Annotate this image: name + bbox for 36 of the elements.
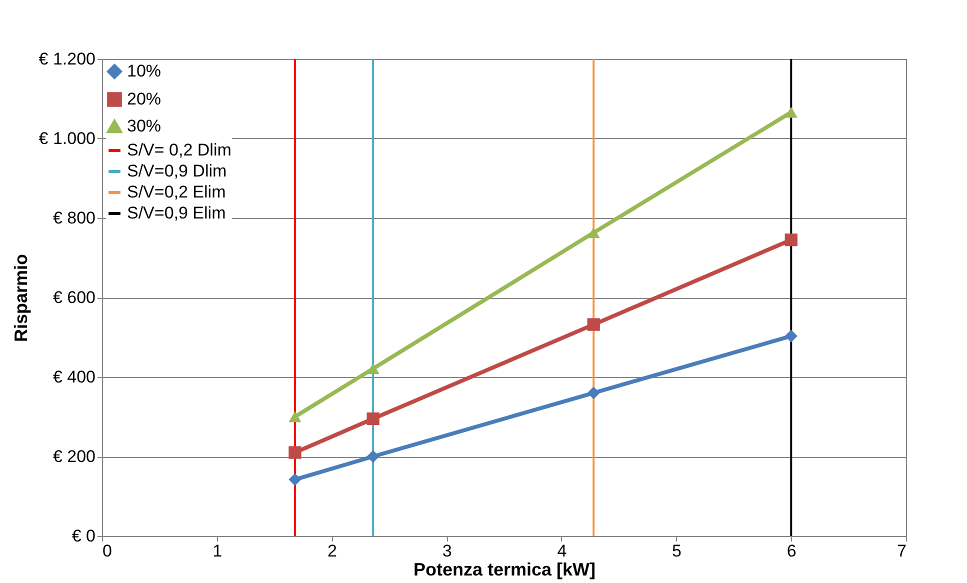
point: [366, 363, 380, 374]
x-tick-label: 3: [442, 542, 452, 560]
x-tick-label: 7: [897, 542, 906, 560]
x-tick-label: 5: [672, 542, 682, 560]
point: [784, 330, 798, 342]
point: [288, 446, 302, 459]
y-tick-label: € 1.200: [38, 50, 96, 68]
x-tick-label: 4: [557, 542, 567, 560]
point: [288, 473, 302, 486]
y-tick-label: € 400: [52, 368, 96, 386]
legend-label: 20%: [127, 90, 162, 108]
y-tick-label: € 800: [52, 208, 96, 228]
legend-label: 10%: [127, 62, 162, 80]
legend-label: S/V=0,9 Elim: [127, 204, 226, 222]
x-axis-title: Potenza termica [kW]: [413, 560, 596, 580]
y-tick-label: € 200: [52, 447, 96, 466]
point: [587, 386, 600, 400]
point: [366, 450, 380, 463]
x-tick-label: 0: [102, 542, 112, 560]
point: [366, 412, 380, 426]
x-tick-label: 1: [212, 542, 222, 560]
y-axis-title: Risparmio: [10, 254, 31, 342]
x-tick-label: 6: [786, 542, 796, 560]
x-tick-label: 2: [327, 542, 337, 560]
legend-label: S/V=0,2 Elim: [127, 182, 226, 202]
point: [784, 234, 798, 246]
point: [587, 318, 600, 331]
y-tick-label: € 600: [52, 288, 96, 307]
legend-label: S/V= 0,2 Dlim: [127, 140, 232, 160]
y-tick-label: € 1.000: [38, 129, 96, 148]
point: [587, 227, 600, 238]
point: [784, 106, 798, 118]
legend-label: S/V=0,9 Dlim: [127, 162, 227, 180]
point: [288, 411, 302, 422]
y-tick-label: € 0: [72, 526, 96, 546]
legend-label: 30%: [127, 116, 162, 136]
